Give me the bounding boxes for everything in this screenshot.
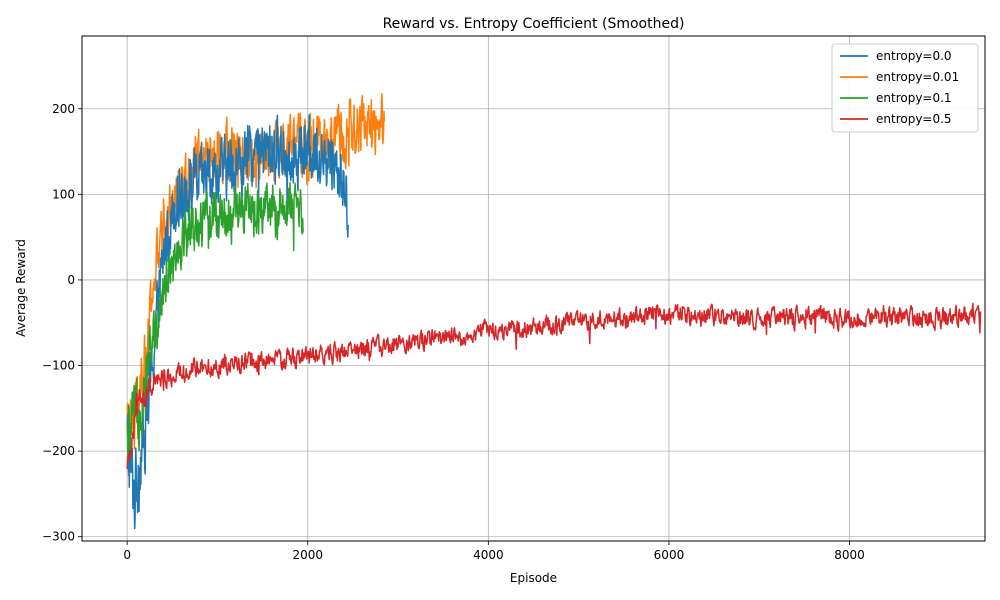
y-tick-label: 100: [52, 187, 75, 201]
y-tick-label: 200: [52, 102, 75, 116]
legend-label: entropy=0.5: [876, 112, 952, 126]
y-tick-label: −200: [42, 444, 75, 458]
series-line-entropy-0-5: [126, 302, 982, 470]
x-tick-label: 0: [123, 548, 131, 562]
series-layer: [126, 93, 982, 530]
legend: entropy=0.0 entropy=0.01 entropy=0.1 entrop…: [831, 43, 979, 133]
x-tick-label: 8000: [834, 548, 865, 562]
y-axis-title: Average Reward: [14, 239, 28, 337]
series-line-entropy-0-01: [126, 93, 386, 477]
x-axis-title: Episode: [510, 571, 557, 585]
y-axis: −300 −200 −100 0 100 200: [42, 102, 82, 544]
y-tick-label: 0: [67, 273, 75, 287]
series-line-entropy-0-1: [126, 182, 304, 460]
y-tick-label: −300: [42, 530, 75, 544]
series-line-entropy-0-0: [126, 114, 349, 530]
x-tick-label: 6000: [654, 548, 685, 562]
legend-label: entropy=0.1: [876, 91, 952, 105]
x-tick-label: 2000: [292, 548, 323, 562]
plot-frame: [81, 35, 986, 542]
legend-box: [831, 43, 979, 133]
grid: [82, 36, 985, 541]
legend-label: entropy=0.01: [876, 70, 959, 84]
y-tick-label: −100: [42, 359, 75, 373]
legend-label: entropy=0.0: [876, 49, 952, 63]
chart-title: Reward vs. Entropy Coefficient (Smoothed…: [383, 16, 685, 32]
x-tick-label: 4000: [473, 548, 504, 562]
x-axis: 0 2000 4000 6000 8000: [123, 541, 865, 562]
